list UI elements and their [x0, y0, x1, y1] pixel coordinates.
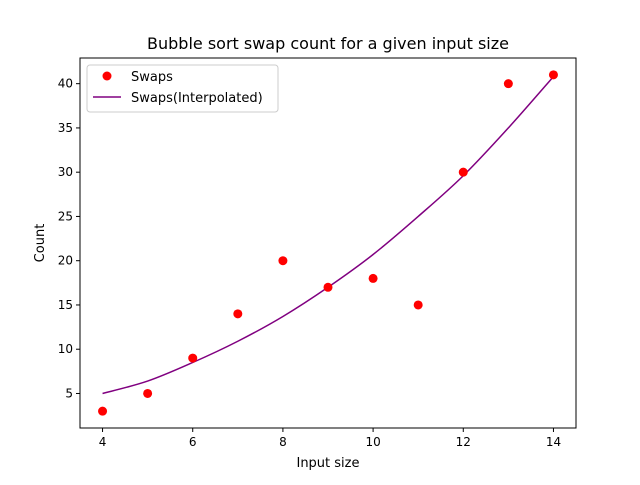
legend-interpolated-label: Swaps(Interpolated): [131, 91, 263, 106]
swap-point: [143, 388, 153, 398]
x-tick-label: 4: [99, 435, 107, 449]
swap-point: [323, 282, 333, 292]
axes: 4 6 8 10 12 14 5 10 15 20 25 30 35 40: [58, 77, 561, 449]
y-tick-label: 30: [58, 165, 73, 179]
x-tick-label: 8: [279, 435, 287, 449]
swap-point: [233, 309, 243, 319]
y-tick-label: 10: [58, 342, 73, 356]
legend-box: [86, 64, 279, 113]
swap-point: [548, 70, 558, 80]
y-tick-label: 35: [58, 121, 73, 135]
chart-title: Bubble sort swap count for a given input…: [147, 34, 509, 53]
swap-point: [98, 406, 108, 416]
x-tick-label: 6: [189, 435, 197, 449]
swap-point: [413, 300, 423, 310]
swap-point: [368, 273, 378, 283]
legend-swaps-marker: [102, 71, 112, 81]
y-tick-label: 25: [58, 209, 73, 223]
swap-point: [503, 79, 513, 89]
plot-area: [98, 70, 558, 416]
y-tick-label: 20: [58, 254, 73, 268]
y-tick-label: 15: [58, 298, 73, 312]
x-tick-label: 12: [456, 435, 471, 449]
legend-swaps-label: Swaps: [131, 70, 173, 85]
axes-frame: [79, 57, 577, 429]
y-tick-label: 40: [58, 77, 73, 91]
x-axis-label: Input size: [296, 456, 359, 471]
y-tick-label: 5: [65, 386, 73, 400]
x-tick-label: 10: [365, 435, 380, 449]
y-axis-label: Count: [33, 224, 48, 263]
swap-point: [278, 256, 288, 266]
x-tick-label: 14: [546, 435, 561, 449]
swap-point: [188, 353, 198, 363]
swap-point: [458, 167, 468, 177]
legend: Swaps Swaps(Interpolated): [86, 64, 279, 113]
